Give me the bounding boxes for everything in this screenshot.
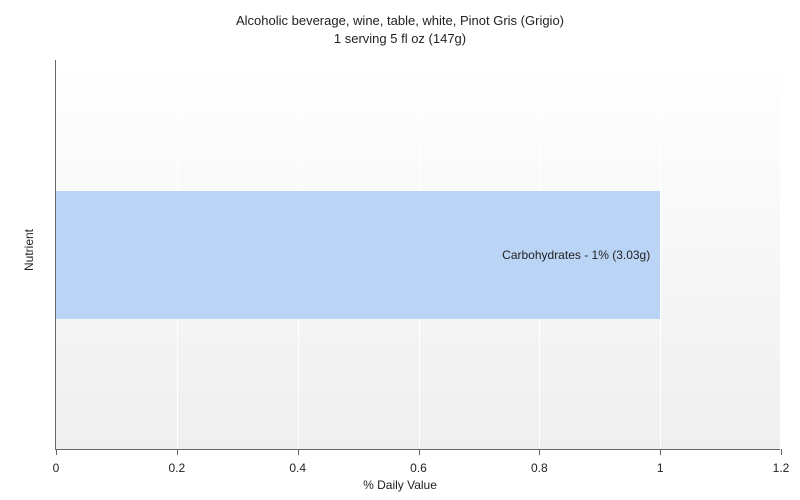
plot-area: 00.20.40.60.811.2Carbohydrates - 1% (3.0… — [55, 60, 780, 450]
x-tick-label: 0 — [53, 461, 60, 475]
x-tick — [298, 449, 299, 455]
y-axis-label: Nutrient — [22, 229, 36, 271]
grid-line — [781, 60, 782, 449]
x-tick-label: 0.6 — [410, 461, 427, 475]
x-tick — [781, 449, 782, 455]
title-line-1: Alcoholic beverage, wine, table, white, … — [236, 13, 564, 28]
x-axis-label: % Daily Value — [0, 478, 800, 492]
nutrient-chart: Alcoholic beverage, wine, table, white, … — [0, 0, 800, 500]
grid-line — [660, 60, 661, 449]
x-tick — [660, 449, 661, 455]
x-tick — [56, 449, 57, 455]
x-tick-label: 1 — [657, 461, 664, 475]
chart-title: Alcoholic beverage, wine, table, white, … — [0, 12, 800, 47]
x-tick-label: 1.2 — [773, 461, 790, 475]
x-tick — [177, 449, 178, 455]
bar-label-carbohydrates: Carbohydrates - 1% (3.03g) — [502, 248, 650, 262]
x-tick-label: 0.2 — [168, 461, 185, 475]
x-tick — [419, 449, 420, 455]
x-tick-label: 0.4 — [289, 461, 306, 475]
x-tick — [539, 449, 540, 455]
x-tick-label: 0.8 — [531, 461, 548, 475]
title-line-2: 1 serving 5 fl oz (147g) — [334, 31, 466, 46]
